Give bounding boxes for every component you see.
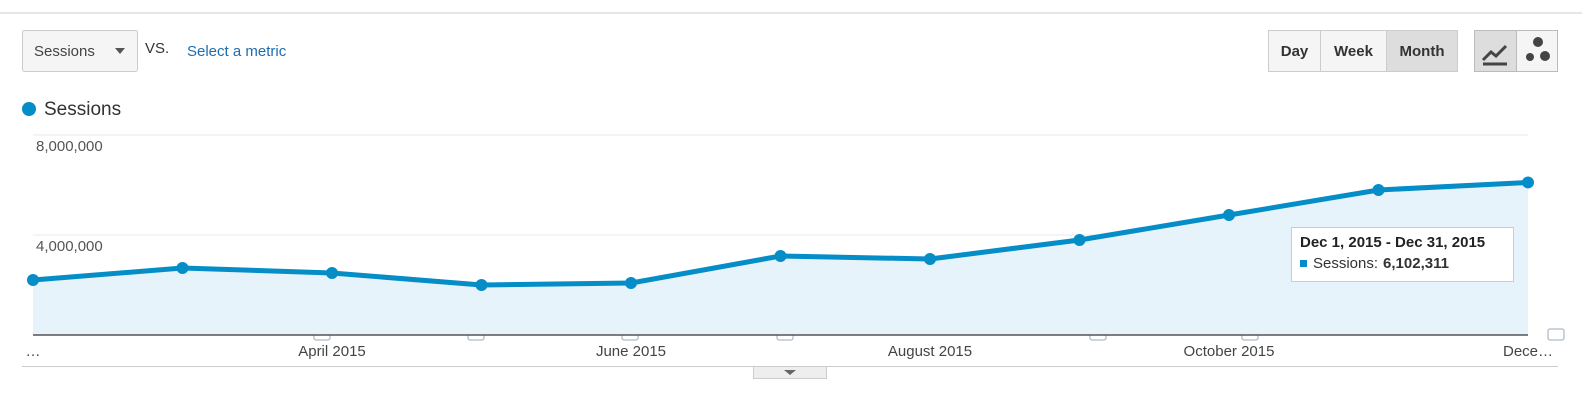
point bbox=[1522, 176, 1534, 189]
legend-marker bbox=[22, 102, 36, 116]
period-button[interactable] bbox=[1268, 30, 1321, 72]
motion-icon-dot bbox=[1526, 53, 1534, 61]
vs-label: VS. bbox=[145, 40, 169, 57]
tooltip-box bbox=[1291, 227, 1514, 282]
tooltip-value: 6,102,311 bbox=[1383, 255, 1449, 272]
motion-chart-button[interactable] bbox=[1516, 30, 1558, 72]
point bbox=[1372, 184, 1385, 196]
dropdown-box[interactable] bbox=[22, 30, 138, 72]
expand-arrow bbox=[784, 370, 796, 375]
x-tick-label: April 2015 bbox=[298, 343, 366, 360]
x-tick-label: October 2015 bbox=[1184, 343, 1275, 360]
x-tick-label: August 2015 bbox=[888, 343, 972, 360]
motion-icon-dot bbox=[1533, 37, 1543, 47]
point bbox=[1073, 234, 1086, 246]
motion-icon-dot bbox=[1540, 51, 1550, 61]
period-button[interactable] bbox=[1386, 30, 1458, 72]
period-label[interactable]: Day bbox=[1281, 43, 1309, 60]
point bbox=[475, 279, 488, 291]
period-label[interactable]: Month bbox=[1400, 43, 1445, 60]
tooltip-title: Dec 1, 2015 - Dec 31, 2015 bbox=[1300, 234, 1485, 251]
chart-type-buttons bbox=[1474, 30, 1558, 72]
tooltip-swatch bbox=[1300, 260, 1307, 267]
point bbox=[625, 277, 637, 289]
tooltip-line: Sessions: 6,102,311 bbox=[1313, 255, 1449, 272]
point bbox=[924, 253, 936, 265]
x-tick-label: Dece… bbox=[1503, 343, 1553, 360]
point bbox=[176, 262, 189, 274]
select-metric-link[interactable]: Select a metric bbox=[187, 43, 287, 60]
y-tick-label: 4,000,000 bbox=[36, 238, 103, 255]
point bbox=[326, 267, 338, 279]
period-label[interactable]: Week bbox=[1334, 43, 1374, 60]
tooltip: Dec 1, 2015 - Dec 31, 2015 Sessions: 6,102… bbox=[1291, 227, 1514, 282]
metric-dropdown[interactable]: Sessions bbox=[22, 30, 138, 72]
point bbox=[774, 250, 787, 262]
period-button[interactable] bbox=[1320, 30, 1387, 72]
y-tick-label: 8,000,000 bbox=[36, 138, 103, 155]
dropdown-arrow bbox=[115, 48, 125, 54]
annotation-icon bbox=[1547, 328, 1565, 341]
tooltip-label: Sessions: bbox=[1313, 255, 1378, 272]
x-tick-label: June 2015 bbox=[596, 343, 666, 360]
x-tick-label: … bbox=[26, 343, 41, 360]
point bbox=[1223, 209, 1235, 221]
point bbox=[27, 274, 39, 286]
line-chart-icon bbox=[1481, 44, 1508, 66]
legend-label: Sessions bbox=[44, 99, 121, 120]
dropdown-label[interactable]: Sessions bbox=[34, 43, 95, 60]
period-buttons: Day Week Month bbox=[1268, 30, 1458, 72]
